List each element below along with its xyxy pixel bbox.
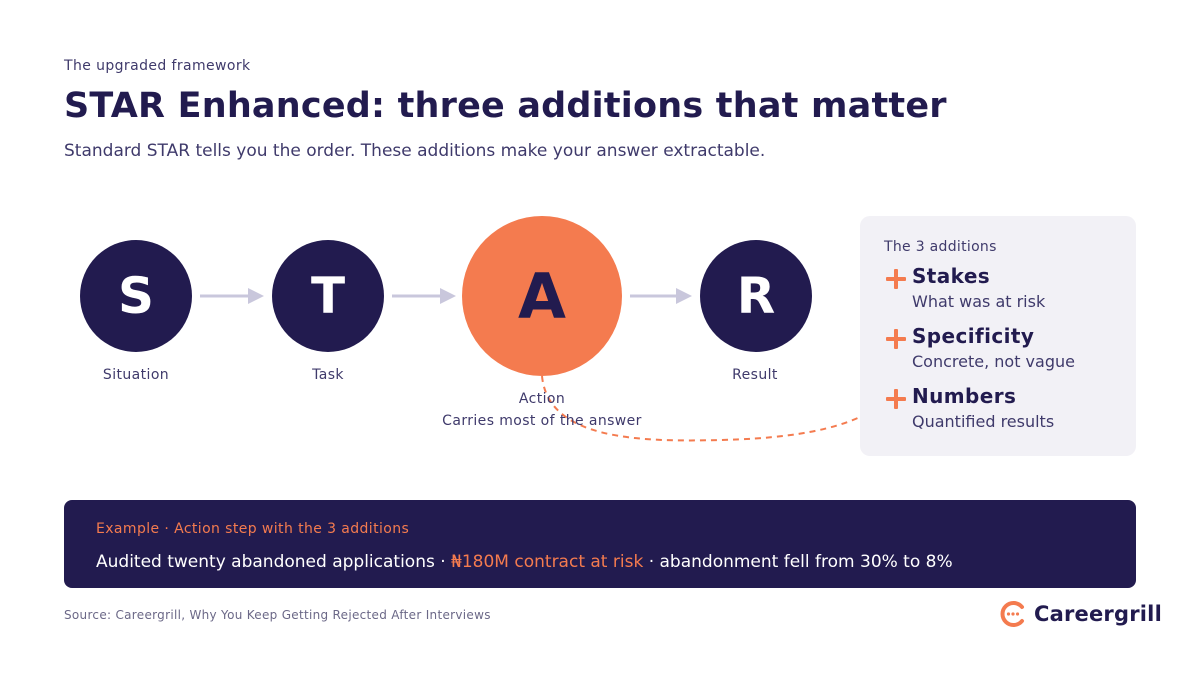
page-title: STAR Enhanced: three additions that matt… bbox=[64, 86, 947, 126]
example-text: Audited twenty abandoned applications · … bbox=[96, 552, 953, 572]
brand-logo: Careergrill bbox=[998, 598, 1162, 630]
addition-description: What was at risk bbox=[912, 292, 1046, 311]
step-label-result: Result bbox=[732, 367, 778, 383]
example-label: Example · Action step with the 3 additio… bbox=[96, 521, 410, 537]
plus-icon bbox=[886, 389, 906, 409]
step-circle-result: R bbox=[700, 240, 812, 352]
step-label-situation: Situation bbox=[102, 367, 170, 383]
addition-description: Quantified results bbox=[912, 412, 1055, 431]
example-text-start: Audited twenty abandoned applications · bbox=[96, 552, 452, 572]
addition-title: Numbers bbox=[912, 384, 1017, 408]
step-note-action: Carries most of the answer bbox=[442, 413, 642, 429]
arrow-a-to-r bbox=[630, 288, 692, 304]
example-highlight: ₦180M contract at risk bbox=[451, 552, 644, 572]
addition-title: Stakes bbox=[912, 264, 991, 288]
example-text-end: · abandonment fell from 30% to 8% bbox=[643, 552, 953, 572]
plus-icon bbox=[886, 329, 906, 349]
eyebrow: The upgraded framework bbox=[64, 58, 251, 74]
page-subtitle: Standard STAR tells you the order. These… bbox=[64, 141, 766, 161]
brand-name: Careergrill bbox=[1034, 602, 1162, 626]
addition-description: Concrete, not vague bbox=[912, 352, 1075, 371]
careergrill-logo-icon bbox=[1000, 601, 1024, 627]
additions-panel: The 3 additions Stakes What was at risk … bbox=[860, 216, 1136, 456]
additions-panel-heading: The 3 additions bbox=[884, 239, 997, 255]
step-circle-task: T bbox=[272, 240, 384, 352]
addition-title: Specificity bbox=[912, 324, 1035, 348]
step-label-action: Action bbox=[518, 391, 566, 407]
step-circle-action: A bbox=[462, 216, 622, 376]
plus-icon bbox=[886, 269, 906, 289]
action-to-additions-dashed-link bbox=[541, 375, 893, 442]
arrow-t-to-a bbox=[392, 288, 456, 304]
example-box: Example · Action step with the 3 additio… bbox=[64, 500, 1136, 588]
source-note: Source: Careergrill, Why You Keep Gettin… bbox=[64, 608, 491, 622]
arrow-s-to-t bbox=[200, 288, 264, 304]
step-label-task: Task bbox=[312, 367, 344, 383]
step-circle-situation: S bbox=[80, 240, 192, 352]
